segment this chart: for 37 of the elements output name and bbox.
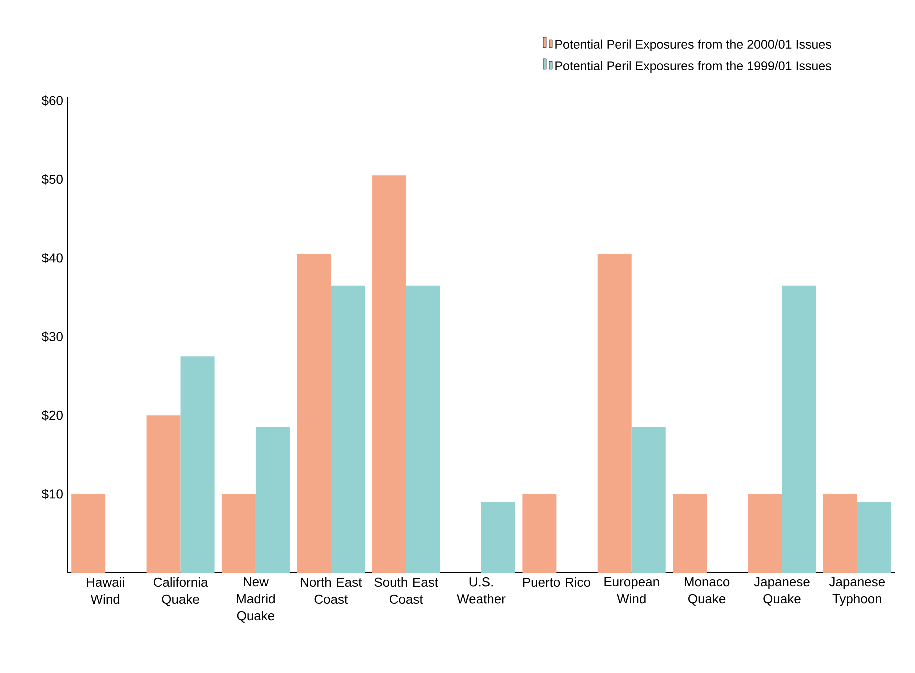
y-tick-label: $60	[42, 96, 63, 106]
bar	[372, 176, 406, 573]
x-tick-label: European Wind	[604, 578, 660, 604]
x-tick-label: Monaco Quake	[684, 578, 730, 606]
bar	[331, 286, 366, 573]
bar	[256, 427, 290, 573]
x-tick-label: Hawaii Wind	[87, 578, 124, 604]
x-tick-label: U.S. Weather	[457, 578, 506, 604]
bar	[482, 502, 516, 573]
bar	[180, 356, 215, 573]
legend-label: Potential Peril Exposures from the 1999/01 Issues	[556, 61, 832, 73]
bar	[782, 286, 816, 573]
bar	[598, 254, 632, 573]
bar	[146, 416, 181, 573]
x-tick-label: South East Coast	[374, 578, 438, 604]
x-tick-label: New Madrid Quake	[237, 578, 275, 623]
bar	[406, 286, 440, 573]
bar	[297, 254, 332, 573]
bar	[222, 494, 256, 573]
x-tick-label: North East Coast	[301, 578, 362, 604]
y-tick-label: $30	[42, 332, 63, 342]
x-tick-label: Japanese Typhoon	[829, 578, 886, 606]
x-tick-label: Puerto Rico	[523, 578, 590, 588]
y-tick-label: $50	[42, 174, 63, 185]
y-tick-label: $10	[42, 489, 63, 500]
bar	[823, 494, 858, 573]
bar	[857, 502, 892, 573]
bar	[522, 494, 557, 573]
bar	[72, 494, 106, 573]
x-tick-label: California Quake	[154, 578, 208, 606]
x-tick-label: Japanese Quake	[754, 578, 810, 606]
legend-label: Potential Peril Exposures from the 2000/01 Issues	[556, 40, 832, 52]
bar	[632, 427, 666, 573]
bar	[748, 494, 782, 573]
y-tick-label: $20	[42, 410, 63, 421]
y-tick-label: $40	[42, 253, 63, 264]
bar	[673, 494, 708, 573]
